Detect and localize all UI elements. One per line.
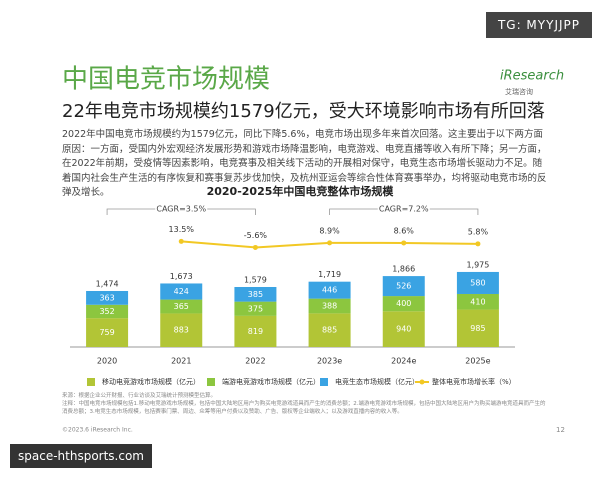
legend-label: 电竞生态市场规模（亿元） (335, 377, 419, 386)
bar-segment (86, 304, 129, 319)
growth-label: 13.5% (169, 225, 195, 234)
total-label: 1,866 (392, 265, 415, 274)
logo: iResearch (500, 69, 564, 84)
value-label: 446 (322, 286, 337, 295)
total-label: 1,474 (96, 279, 119, 288)
value-label: 885 (322, 326, 337, 335)
growth-label: 5.8% (468, 227, 489, 236)
legend-swatch (87, 378, 95, 386)
bar-segment (160, 299, 203, 314)
bar-segment (234, 315, 277, 347)
legend-label: 端游电竞游戏市场规模（亿元） (222, 377, 320, 386)
bar-segment (382, 296, 425, 312)
cagr-label: CAGR=3.5% (156, 205, 206, 214)
legend-label: 移动电竞游戏市场规模（亿元） (102, 377, 200, 386)
total-label: 1,579 (244, 275, 267, 284)
value-label: 526 (396, 282, 411, 291)
x-tick-label: 2021 (171, 357, 191, 366)
x-tick-label: 2020 (97, 357, 117, 366)
bar-segment (86, 290, 129, 305)
bar-segment (456, 293, 499, 310)
subtitle: 22年电竞市场规模约1579亿元，受大环境影响市场有所回落 (62, 101, 545, 122)
total-label: 1,719 (318, 270, 341, 279)
value-label: 424 (174, 287, 189, 296)
value-label: 985 (470, 324, 485, 333)
value-label: 352 (99, 307, 114, 316)
chart: 中国电竞市场规模 iResearch 艾瑞咨询 22年电竞市场规模约1579亿元… (62, 65, 565, 435)
bar-segment (456, 309, 499, 347)
bar-segment (234, 286, 277, 302)
note: 注释：中国电竞市场规模包括1.移动电竞游戏市场规模，包括中国大陆地区用户为购买电… (62, 401, 546, 415)
bar-segment (308, 313, 351, 347)
growth-dot (475, 241, 481, 247)
value-label: 365 (174, 302, 189, 311)
growth-dot (252, 244, 258, 250)
notes: 来源：根据企业公开财报、行业访谈及艾瑞统计预测模型估算。注释：中国电竞市场规模包… (62, 392, 548, 416)
legend-dot (419, 379, 425, 385)
page-title: 中国电竞市场规模 (62, 65, 270, 95)
total-label: 1,673 (170, 272, 193, 281)
site-watermark: space-hthsports.com (10, 444, 152, 468)
cagr-bg (377, 203, 430, 215)
bar-segment (86, 318, 129, 347)
total-label: 1,975 (466, 260, 489, 269)
value-label: 580 (470, 278, 485, 287)
value-label: 388 (322, 301, 337, 310)
bar-segment (160, 313, 203, 347)
chart-title: 2020-2025年中国电竞整体市场规模 (207, 184, 395, 198)
bar-segment (308, 281, 351, 299)
value-label: 375 (248, 304, 263, 313)
value-label: 385 (248, 290, 263, 299)
bar-segment (382, 311, 425, 347)
growth-dot (178, 238, 184, 244)
cagr-label: CAGR=7.2% (379, 205, 429, 214)
value-label: 759 (99, 328, 114, 337)
x-tick-label: 2022 (245, 357, 265, 366)
growth-label: 8.6% (394, 226, 415, 235)
source: 来源：根据企业公开财报、行业访谈及艾瑞统计预测模型估算。 (62, 393, 217, 399)
legend-swatch (320, 378, 328, 386)
cagr-bg (155, 203, 208, 215)
bar-segment (308, 298, 351, 314)
value-label: 400 (396, 299, 411, 308)
value-label: 363 (99, 293, 114, 302)
x-tick-label: 2023e (317, 357, 342, 366)
bar-segment (160, 283, 203, 300)
body-text: 2022年中国电竞市场规模约为1579亿元，同比下降5.6%，电竞市场出现多年来… (62, 129, 547, 198)
legend-label: 整体电竞市场增长率（%） (432, 377, 516, 386)
value-label: 940 (396, 325, 411, 334)
watermark: TG: MYYJJPP (485, 12, 592, 38)
x-tick-label: 2025e (465, 357, 490, 366)
growth-label: -5.6% (244, 231, 268, 240)
value-label: 819 (248, 327, 263, 336)
growth-dot (327, 240, 333, 246)
page-number: 12 (556, 426, 565, 434)
growth-label: 8.9% (319, 226, 340, 235)
x-tick-label: 2024e (391, 357, 416, 366)
copyright: ©2023.6 iResearch Inc. (62, 427, 133, 434)
growth-dot (401, 240, 407, 246)
bar-segment (456, 271, 499, 294)
value-label: 410 (470, 297, 485, 306)
value-label: 883 (174, 326, 189, 335)
bar-segment (234, 301, 277, 316)
bar-segment (382, 276, 425, 297)
legend-swatch (207, 378, 215, 386)
logo-sub: 艾瑞咨询 (505, 87, 533, 96)
